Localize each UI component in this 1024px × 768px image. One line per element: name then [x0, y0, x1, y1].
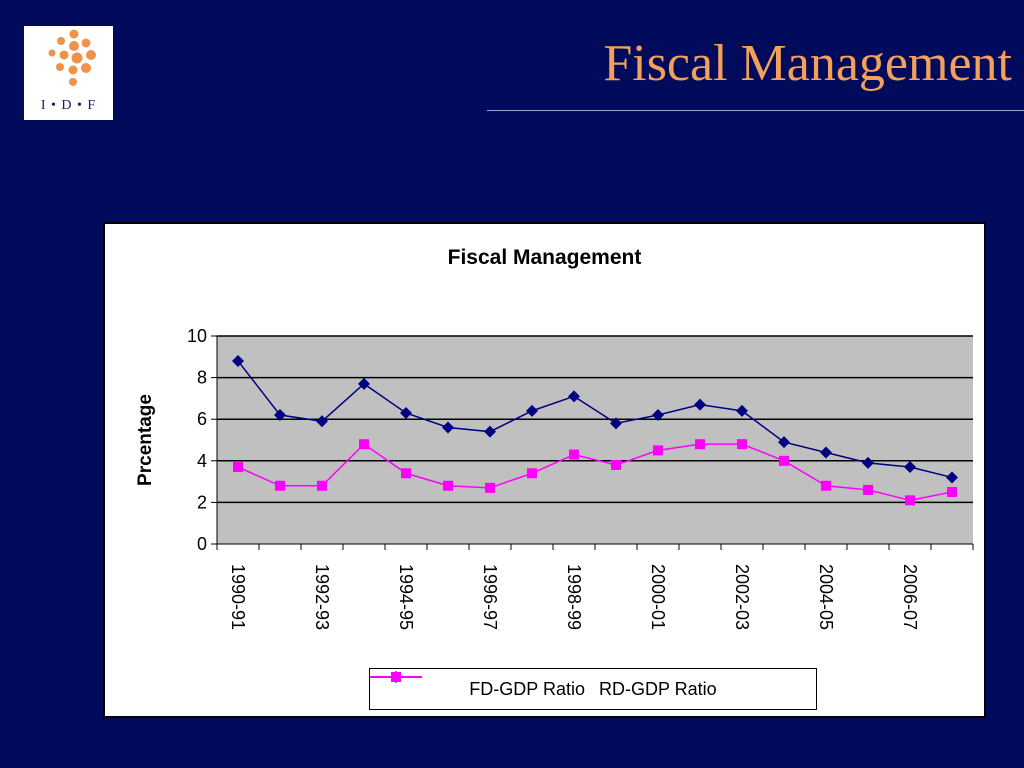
x-tick-label: 1998-99 — [564, 564, 584, 630]
x-tick-label: 1992-93 — [312, 564, 332, 630]
plot-area — [217, 336, 973, 544]
line-chart: 0 2 4 6 8 10 1990-91 1992-93 1994-95 1996-97 1998-… — [135, 326, 974, 630]
data-point-fd — [526, 404, 538, 417]
data-point-fd — [610, 417, 622, 430]
legend-rd-marker-icon — [370, 672, 422, 682]
idf-logo: I • D • F — [24, 26, 113, 120]
legend-item-rd: RD-GDP Ratio — [370, 672, 717, 700]
logo-dots-icon — [48, 29, 96, 86]
data-point-rd — [821, 480, 831, 491]
legend-item-fd: FD-GDP Ratio — [370, 671, 585, 700]
x-tick-label: 2004-05 — [816, 564, 836, 630]
data-point-fd — [316, 415, 328, 428]
x-tick-label: 1996-97 — [480, 564, 500, 630]
data-point-rd — [485, 482, 495, 493]
legend-rd-label: RD-GDP Ratio — [599, 678, 717, 699]
chart-title: Fiscal Management — [447, 246, 642, 269]
x-tick-label: 2000-01 — [648, 564, 668, 630]
y-tick-label: 4 — [197, 451, 207, 471]
y-tick-label: 0 — [197, 534, 207, 554]
x-tick-label: 1994-95 — [396, 564, 416, 630]
data-point-fd — [820, 446, 832, 459]
y-axis-label: Prcentage — [135, 394, 156, 486]
data-point-rd — [359, 439, 369, 450]
data-point-fd — [652, 409, 664, 422]
y-tick-label: 8 — [197, 368, 207, 388]
y-tick-label: 2 — [197, 492, 207, 512]
data-point-rd — [863, 484, 873, 495]
data-point-rd — [401, 468, 411, 479]
data-point-fd — [358, 377, 370, 390]
y-tick-label: 6 — [197, 409, 207, 429]
data-point-fd — [778, 436, 790, 449]
data-point-fd — [274, 409, 286, 422]
data-point-rd — [695, 439, 705, 450]
data-point-rd — [611, 459, 621, 470]
x-tick-label: 1990-91 — [228, 564, 248, 630]
x-tick-label: 2006-07 — [900, 564, 920, 630]
data-point-rd — [653, 445, 663, 456]
data-point-rd — [905, 495, 915, 506]
data-point-fd — [946, 471, 958, 484]
y-tick-label: 10 — [187, 326, 207, 346]
data-point-fd — [400, 406, 412, 419]
data-point-rd — [233, 462, 243, 473]
series-line-rd — [237, 443, 953, 502]
data-point-rd — [527, 468, 537, 479]
data-point-fd — [736, 404, 748, 417]
data-point-fd — [904, 461, 916, 474]
data-point-rd — [317, 480, 327, 491]
data-point-rd — [737, 439, 747, 450]
title-divider — [487, 110, 1024, 111]
x-tick-label: 2002-03 — [732, 564, 752, 630]
chart-legend: FD-GDP Ratio RD-GDP Ratio — [369, 668, 817, 710]
series-line-fd — [237, 360, 953, 479]
slide-title: Fiscal Management — [603, 35, 1012, 92]
data-point-rd — [443, 480, 453, 491]
data-point-fd — [442, 421, 454, 434]
data-point-fd — [484, 425, 496, 438]
logo-text: I • D • F — [40, 98, 97, 113]
data-point-fd — [568, 390, 580, 403]
data-point-fd — [862, 456, 874, 469]
data-point-rd — [947, 487, 957, 497]
data-point-fd — [694, 398, 706, 411]
chart-container: Fiscal Management 0 2 4 6 8 10 1990-91 1992-93 1… — [103, 222, 986, 718]
data-point-fd — [232, 354, 244, 367]
data-point-rd — [779, 455, 789, 466]
legend-fd-label: FD-GDP Ratio — [469, 678, 585, 699]
data-point-rd — [275, 480, 285, 491]
data-point-rd — [569, 449, 579, 460]
